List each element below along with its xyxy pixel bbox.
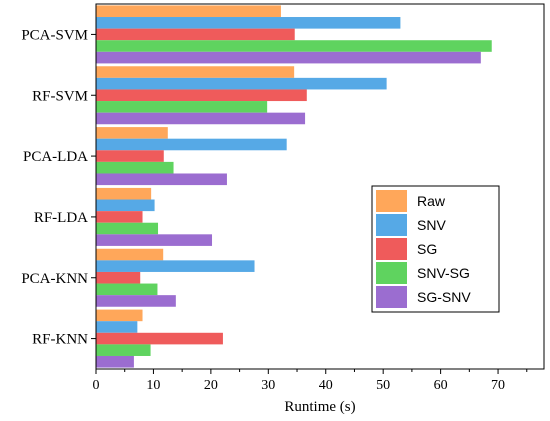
legend-swatch	[376, 262, 407, 284]
bar-pca-svm-snv	[96, 17, 401, 29]
y-category-label: PCA-SVM	[21, 27, 88, 43]
bar-rf-svm-snv	[96, 77, 387, 90]
legend-label: Raw	[417, 193, 446, 209]
bar-pca-knn-snv-sg	[96, 283, 158, 296]
bar-pca-knn-sg	[96, 271, 141, 284]
bar-pca-lda-raw	[96, 127, 168, 139]
x-tick-label: 70	[491, 378, 505, 393]
bar-pca-knn-raw	[96, 248, 164, 261]
x-axis-title: Runtime (s)	[284, 399, 355, 415]
bar-pca-lda-snv-sg	[96, 161, 174, 174]
y-category-label: RF-KNN	[32, 332, 88, 348]
x-tick-label: 0	[93, 378, 100, 393]
bar-pca-svm-snv-sg	[96, 40, 492, 52]
bar-pca-lda-sg	[96, 150, 164, 162]
bar-pca-svm-sg-snv	[96, 51, 481, 64]
legend-swatch	[376, 238, 407, 260]
x-tick-label: 30	[261, 378, 275, 393]
legend-swatch	[376, 214, 407, 236]
bar-pca-knn-sg-snv	[96, 295, 176, 307]
bar-pca-lda-snv	[96, 138, 287, 151]
x-tick-label: 10	[146, 378, 160, 393]
bar-pca-svm-raw	[96, 5, 281, 18]
bar-rf-svm-sg	[96, 89, 307, 102]
bar-pca-knn-snv	[96, 260, 255, 272]
legend-swatch	[376, 286, 407, 308]
y-category-label: RF-LDA	[34, 210, 88, 226]
legend-label: SG	[417, 241, 437, 257]
legend-swatch	[376, 190, 407, 212]
bar-rf-svm-raw	[96, 66, 295, 78]
x-tick-label: 20	[204, 378, 218, 393]
x-axis: 0 10 20 30 40 50 60 70	[93, 369, 528, 393]
bar-rf-lda-snv-sg	[96, 222, 159, 235]
bar-rf-lda-raw	[96, 187, 152, 200]
bars-group	[96, 5, 492, 368]
bar-rf-lda-snv	[96, 199, 155, 212]
bar-rf-svm-snv-sg	[96, 101, 268, 113]
x-tick-label: 60	[434, 378, 448, 393]
y-axis: PCA-SVM RF-SVM PCA-LDA RF-LDA PCA-KNN RF-KNN	[21, 27, 96, 348]
bar-rf-lda-sg	[96, 211, 143, 223]
legend-label: SG-SNV	[417, 289, 471, 305]
y-category-label: PCA-LDA	[23, 149, 88, 165]
bar-rf-knn-raw	[96, 309, 143, 322]
legend-label: SNV-SG	[417, 265, 470, 281]
bar-rf-knn-snv	[96, 321, 138, 333]
plot-frame	[95, 3, 545, 370]
legend-label: SNV	[417, 217, 446, 233]
y-category-label: PCA-KNN	[21, 271, 88, 287]
x-tick-label: 40	[319, 378, 333, 393]
y-category-label: RF-SVM	[32, 88, 88, 104]
bar-rf-knn-snv-sg	[96, 344, 151, 356]
bar-pca-lda-sg-snv	[96, 173, 227, 186]
bar-rf-knn-sg	[96, 332, 223, 345]
bar-rf-knn-sg-snv	[96, 355, 134, 368]
x-tick-label: 50	[376, 378, 390, 393]
legend: Raw SNV SG SNV-SG SG-SNV	[371, 185, 500, 313]
bar-pca-svm-sg	[96, 28, 295, 41]
bar-rf-svm-sg-snv	[96, 112, 306, 125]
bar-rf-lda-sg-snv	[96, 234, 213, 246]
